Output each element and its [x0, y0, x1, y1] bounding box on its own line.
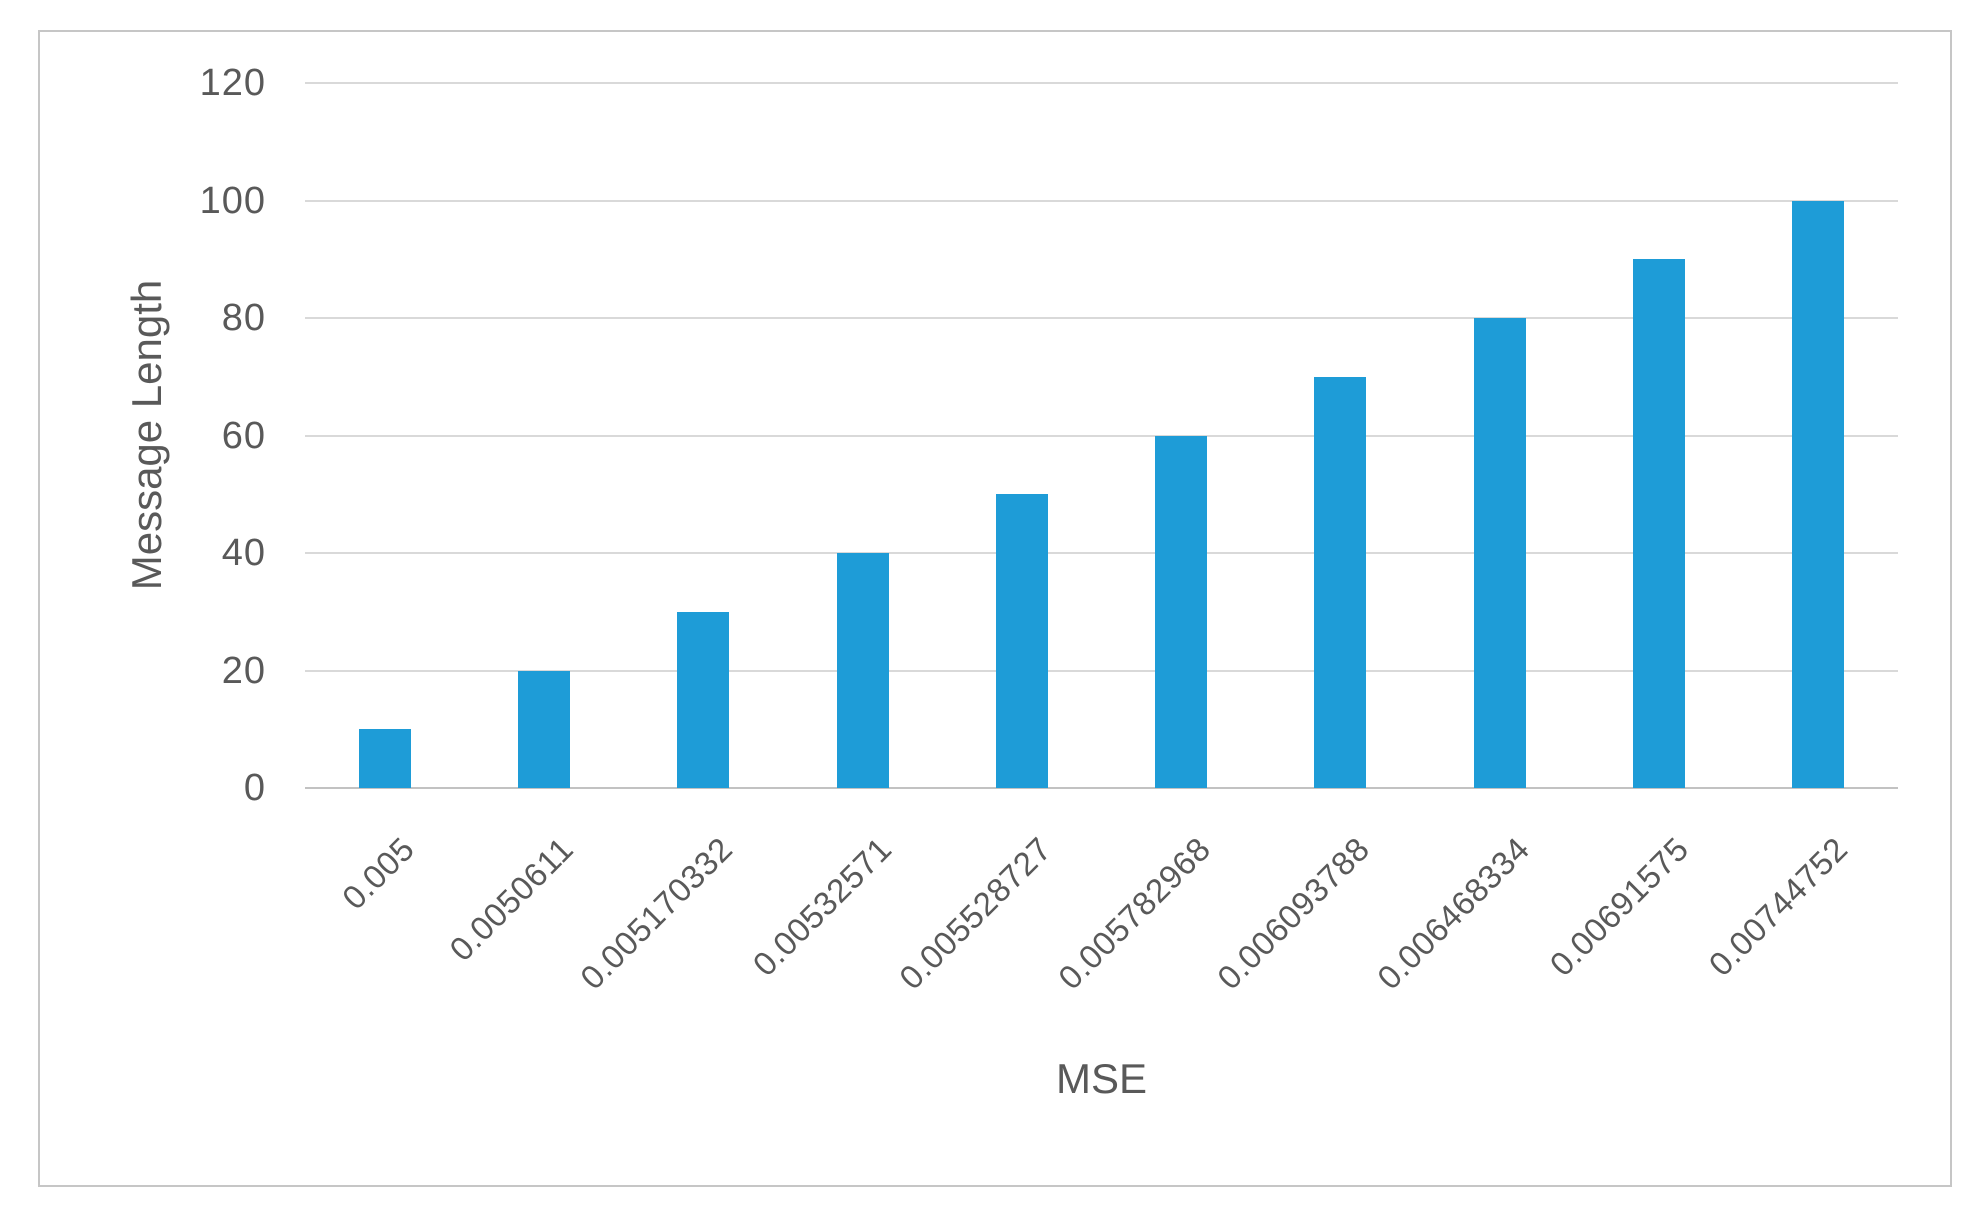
bar-0.006468334	[1473, 318, 1526, 788]
gridline-y-100	[305, 199, 1898, 202]
gridline-y-60	[305, 434, 1898, 437]
gridline-y-120	[305, 82, 1898, 84]
bar-0.005	[358, 729, 411, 788]
bar-0.00532571	[836, 553, 889, 788]
gridline-y-20	[305, 669, 1898, 672]
y-tick-label-20: 20	[221, 649, 266, 692]
x-axis-line	[305, 787, 1898, 789]
y-tick-label-120: 120	[199, 62, 266, 104]
bar-0.00691575	[1633, 259, 1686, 788]
y-tick-label-100: 100	[199, 179, 266, 222]
bar-0.005782968	[1155, 435, 1208, 788]
y-tick-label-60: 60	[221, 414, 266, 457]
bar-0.0050611	[517, 670, 570, 788]
gridline-y-40	[305, 552, 1898, 554]
gridline-y-80	[305, 317, 1898, 319]
x-axis-title: MSE	[1055, 1055, 1147, 1102]
y-tick-label-0: 0	[243, 767, 266, 809]
chart-frame	[38, 30, 1952, 1187]
bar-0.00744752	[1792, 200, 1845, 788]
y-tick-label-80: 80	[221, 297, 266, 339]
y-tick-label-40: 40	[221, 532, 266, 574]
bar-0.006093788	[1314, 376, 1367, 788]
y-axis-title: Message Length	[123, 279, 170, 591]
bar-0.005528727	[995, 494, 1048, 788]
bar-0.005170332	[677, 611, 730, 788]
